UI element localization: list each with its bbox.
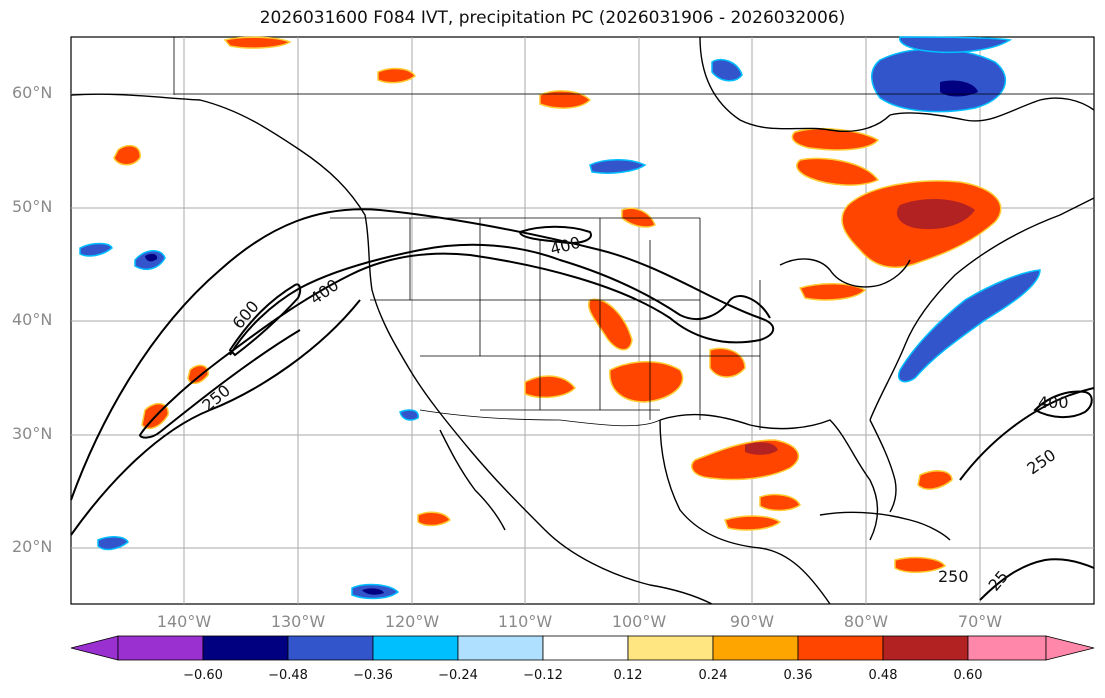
- lat-label: 50°N: [12, 197, 53, 216]
- borders: [173, 37, 1094, 430]
- precip-negative: [79, 36, 1041, 600]
- precip-blob-north: [223, 36, 292, 49]
- precip-blob-texas: [609, 361, 684, 403]
- contour-400-east: [1033, 390, 1093, 418]
- colorbar-tick-label: −0.48: [268, 668, 308, 683]
- precip-blob-labrador: [871, 48, 1007, 113]
- colorbar-tick-label: 0.48: [868, 668, 898, 683]
- colorbar-segment: [542, 635, 629, 661]
- colorbar-tick-label: 0.36: [783, 668, 813, 683]
- colorbar-tick-label: −0.36: [353, 668, 393, 683]
- colorbar-segment: [967, 635, 1047, 661]
- colorbar: [70, 635, 1095, 661]
- precip-blob-pacific-blue-core: [145, 253, 158, 262]
- map-title: 2026031600 F084 IVT, precipitation PC (2…: [259, 8, 846, 28]
- ivt-contours: [70, 208, 1095, 601]
- colorbar-tick-label: 0.12: [613, 668, 643, 683]
- contour-label: 250: [938, 567, 969, 586]
- lon-label: 110°W: [497, 612, 553, 631]
- precip-blob-newmexico: [524, 375, 576, 399]
- contour-label: 400: [1038, 393, 1069, 412]
- precip-blob-eastcoast: [898, 269, 1041, 383]
- precip-blob-hudson: [791, 128, 880, 151]
- coast-gulf: [659, 413, 879, 541]
- lat-label: 20°N: [12, 537, 53, 556]
- precip-positive: [113, 36, 1002, 573]
- lon-label: 120°W: [384, 612, 440, 631]
- precip-blob-caribbean: [724, 515, 782, 531]
- precip-blob-colorado: [588, 298, 633, 351]
- precip-blob-mex-blue: [399, 409, 419, 421]
- colorbar-segment: [627, 635, 714, 661]
- colorbar-segment: [372, 635, 459, 661]
- lon-label: 90°W: [729, 612, 775, 631]
- contour-250-lower: [70, 299, 361, 536]
- lon-label: 140°W: [156, 612, 212, 631]
- coast-labrador: [889, 97, 1095, 122]
- precip-blob-haiti: [894, 556, 947, 573]
- contour-600: [228, 283, 302, 357]
- precip-blob-pacific-2: [187, 364, 209, 384]
- precip-blob-great-lakes-core: [896, 198, 975, 230]
- colorbar-segment: [202, 635, 289, 661]
- precip-blob-ontario: [796, 157, 880, 186]
- colorbar-segment: [712, 635, 799, 661]
- coast-baja: [439, 429, 506, 531]
- contour-400-north: [518, 225, 592, 244]
- precip-blob-cuba: [759, 493, 801, 512]
- contour-250-outer: [70, 208, 775, 501]
- lat-label: 40°N: [12, 310, 53, 329]
- colorbar-tick-label: 0.24: [698, 668, 728, 683]
- colorbar-tick-label: −0.24: [438, 668, 478, 683]
- precip-blob-pacific-blue-2: [79, 242, 113, 257]
- lat-label: 60°N: [12, 83, 53, 102]
- lat-label: 30°N: [12, 424, 53, 443]
- coastlines: [70, 36, 1095, 605]
- colorbar-tick-label: −0.12: [523, 668, 563, 683]
- colorbar-segment: [457, 635, 544, 661]
- precip-blob-north-top: [898, 36, 1013, 54]
- precip-blob-atlantic: [917, 470, 953, 490]
- precip-blob-alaska: [539, 90, 592, 109]
- precip-blob-baja-blue-core: [362, 588, 384, 595]
- colorbar-segment: [797, 635, 884, 661]
- precip-blob-bc-blue: [589, 159, 647, 174]
- lon-label: 80°W: [843, 612, 889, 631]
- coast-mexico-gulf: [659, 419, 831, 605]
- precip-blob-hawaii-blue: [97, 536, 129, 551]
- contour-250-east: [959, 387, 1095, 481]
- coast-atlantic: [869, 197, 1095, 421]
- precip-blob-michigan: [798, 282, 867, 301]
- colorbar-segment: [287, 635, 374, 661]
- coast-pacific-na: [70, 93, 713, 605]
- coast-greatlakes: [779, 258, 911, 288]
- coast-florida: [869, 419, 897, 513]
- colorbar-segment: [882, 635, 969, 661]
- lon-label: 130°W: [270, 612, 326, 631]
- precip-blob-mexico: [417, 511, 452, 527]
- precip-blob-missouri: [709, 347, 746, 378]
- precip-blob-quebec: [711, 58, 743, 82]
- coast-hudson: [699, 36, 891, 132]
- colorbar-segment: [117, 635, 204, 661]
- precip-blob-labrador-core: [940, 80, 978, 97]
- precip-blob-pacific-3: [113, 144, 141, 166]
- colorbar-tick-label: −0.60: [183, 668, 223, 683]
- colorbar-extend-left: [70, 635, 119, 661]
- lon-label: 70°W: [957, 612, 1003, 631]
- contour-250-southeast: [979, 558, 1095, 601]
- precip-blob-yukon: [377, 67, 416, 84]
- lon-label: 100°W: [611, 612, 667, 631]
- graticule: [71, 37, 1094, 604]
- coast-cuba: [819, 511, 951, 541]
- colorbar-extend-right: [1045, 635, 1095, 661]
- precip-blob-gulf-core: [745, 442, 778, 455]
- colorbar-tick-label: 0.60: [953, 668, 983, 683]
